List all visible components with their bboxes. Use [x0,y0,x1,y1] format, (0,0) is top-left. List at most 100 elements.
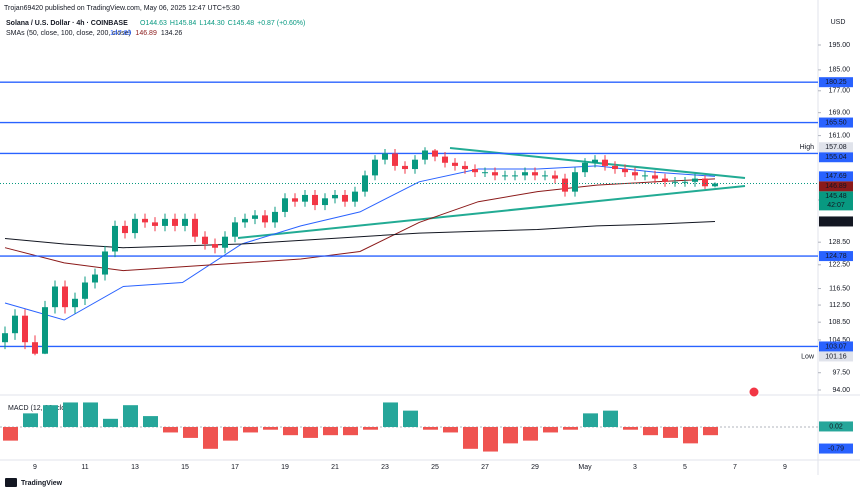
sma-line [4,221,716,249]
x-tick-label: 23 [381,464,389,471]
candle-body [72,298,78,308]
candle-body [222,236,228,248]
candle-body [532,172,538,176]
x-tick-label: 7 [733,464,737,471]
candle-body [462,165,468,170]
candle-body [102,251,108,275]
candle-body [262,215,268,223]
price-tag-label: 165.50 [825,119,847,126]
candle-body [242,218,248,223]
price-tag [819,117,853,128]
candle-body [92,274,98,283]
candle-body [372,159,378,176]
price-tag-label: 180.25 [825,79,847,86]
macd-bar [323,427,338,436]
macd-tag-label: 0.02 [829,423,843,430]
candle-body [132,218,138,234]
x-tick-label: 3 [633,464,637,471]
candle-body [162,218,168,226]
macd-bar [363,427,378,430]
macd-bar [703,427,718,436]
macd-bar [243,427,258,433]
countdown: 42:07 [827,202,845,209]
x-tick-label: 11 [81,464,88,471]
candle-body [12,315,18,334]
candle-body [522,172,528,176]
candle-body [32,342,38,354]
macd-bar [63,402,78,427]
candle-body [272,211,278,223]
candle-body [22,315,28,343]
candle-body [642,175,648,177]
macd-bar [103,418,118,427]
currency: USD [831,19,846,26]
candle-body [202,236,208,245]
x-tick-label: 15 [181,464,189,471]
y-tick-label: 128.50 [829,239,851,246]
macd-bar [543,427,558,433]
candle-body [142,218,148,223]
price-tag [819,351,853,362]
x-tick-label: May [578,464,592,471]
price-tag [819,152,853,163]
x-tick-label: 9 [33,464,37,471]
candle-body [182,218,188,226]
macd-bar [283,427,298,436]
macd-title: MACD (12, 26, close) [8,405,75,412]
y-tick-label: 122.50 [829,262,851,269]
x-tick-label: 29 [531,464,539,471]
price-tag [819,171,853,182]
candle-body [582,162,588,173]
candle-body [212,244,218,248]
price-tag-label: 101.16 [825,353,847,360]
y-tick-label: 112.50 [829,302,850,309]
macd-bar [83,402,98,427]
candle-body [562,178,568,192]
candle-body [572,172,578,192]
price-tag [819,142,853,153]
sma-line [4,178,716,272]
candle-body [412,159,418,170]
macd-bar [463,427,478,449]
price-tag-label: 146.89 [825,183,847,190]
macd-tag-label: -0.79 [828,445,844,452]
macd-tag [819,443,853,454]
candle-body [352,191,358,202]
macd-bar [3,427,18,441]
candle-body [442,156,448,163]
x-tick-label: 25 [431,464,439,471]
price-tag [819,181,853,192]
y-tick-label: 177.00 [829,88,851,95]
price-tag [819,191,853,211]
candle-body [472,169,478,173]
candle-body [712,183,718,187]
macd-bar [623,427,638,430]
sma-values: 147.69 146.89 134.26 [110,30,182,37]
event-icon [748,386,760,398]
y-tick-label: 108.50 [829,319,851,326]
candle-body [552,175,558,179]
macd-tag [819,421,853,432]
macd-bar [503,427,518,444]
candle-body [502,175,508,177]
y-tick-label: 195.00 [829,42,851,49]
logo [5,478,17,487]
candle-body [362,175,368,192]
macd-bar [143,416,158,427]
macd-bar [523,427,538,441]
candle-body [542,175,548,177]
symbol: Solana / U.S. Dollar · 4h · COINBASE [6,20,128,27]
y-tick-label: 116.50 [829,285,850,292]
candle-body [192,218,198,237]
ohlc-value: H145.84 [170,20,197,27]
candle-body [632,172,638,176]
candle-body [292,198,298,202]
y-tick-label: 94.00 [832,387,850,394]
candle-body [482,172,488,174]
x-tick-label: 9 [783,464,787,471]
macd-bar [563,427,578,430]
macd-bar [483,427,498,452]
macd-bar [663,427,678,438]
candle-body [692,178,698,182]
candle-body [152,222,158,226]
